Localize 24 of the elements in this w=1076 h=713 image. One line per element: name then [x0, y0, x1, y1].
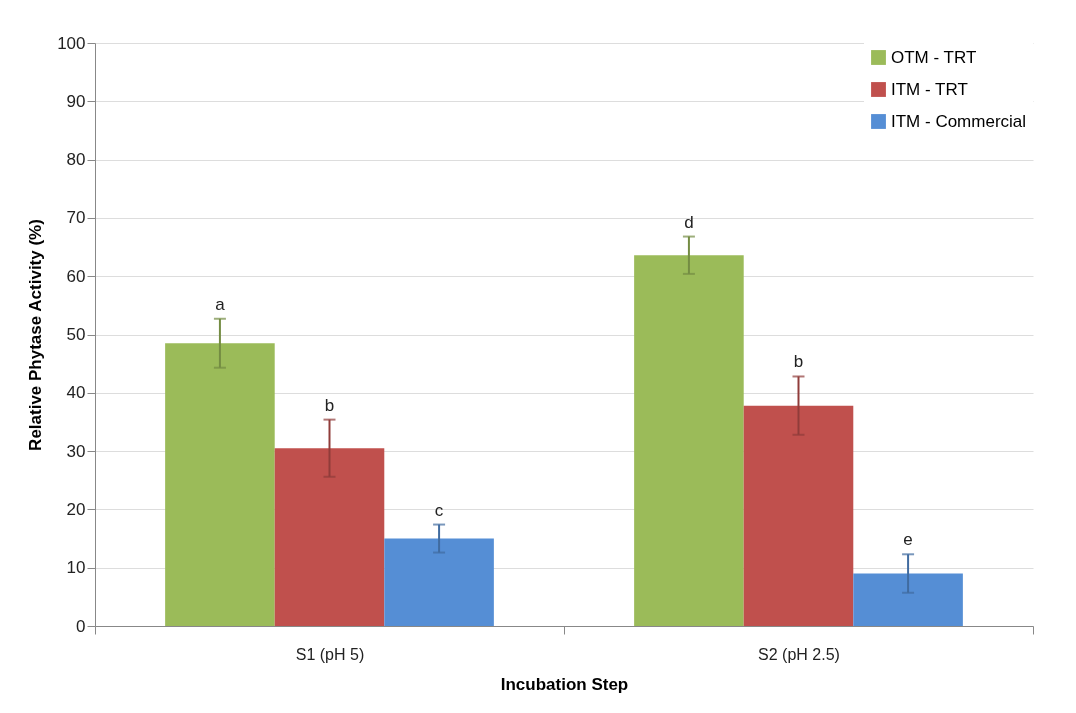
y-tick-label: 20 [66, 499, 86, 519]
data-label: b [793, 352, 804, 372]
data-label: e [903, 530, 913, 550]
y-axis-title: Relative Phytase Activity (%) [26, 219, 46, 451]
legend-label: ITM - TRT [891, 79, 968, 99]
y-tick-label: 0 [76, 616, 86, 636]
x-tick-label: S2 (pH 2.5) [758, 645, 840, 663]
y-tick-label: 40 [66, 383, 86, 403]
x-axis-title: Incubation Step [500, 674, 629, 694]
y-tick-label: 50 [66, 325, 86, 344]
y-tick-label: 80 [66, 150, 86, 170]
y-tick-label: 90 [66, 91, 86, 111]
legend-label: ITM - Commercial [891, 111, 1027, 131]
y-tick-label: 70 [66, 208, 86, 228]
y-tick-label: 60 [66, 266, 86, 286]
y-tick-label: 10 [66, 558, 86, 578]
data-label: a [215, 294, 226, 314]
data-label: c [434, 500, 444, 520]
x-tick-label: S1 (pH 5) [295, 645, 365, 663]
data-label: d [684, 212, 694, 232]
y-tick-label: 100 [57, 33, 86, 53]
y-tick-label: 30 [66, 441, 86, 461]
legend-label: OTM - TRT [891, 47, 977, 67]
data-label: b [324, 395, 335, 415]
